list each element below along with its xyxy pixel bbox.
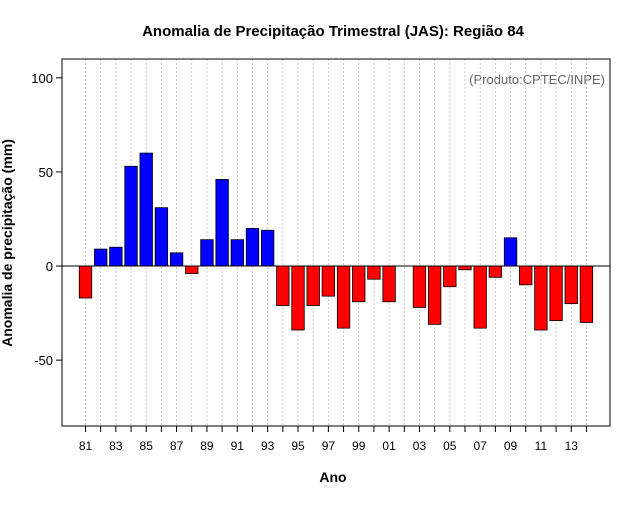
- bar-2006: [458, 265, 472, 271]
- bar-2005: [443, 265, 457, 288]
- x-tick-label: 03: [413, 439, 427, 453]
- x-tick-label: 07: [474, 439, 488, 453]
- bar-1993: [261, 229, 275, 267]
- bar-2014: [579, 265, 594, 323]
- bar-2001: [382, 265, 396, 303]
- bar-1988: [185, 265, 199, 274]
- bar-2000: [367, 265, 381, 280]
- bar-1983: [109, 246, 123, 267]
- bar-1999: [352, 265, 366, 303]
- bar-1991: [230, 239, 244, 267]
- bar-1982: [94, 248, 108, 267]
- y-tick-label: -50: [34, 353, 53, 368]
- bars: [78, 152, 594, 331]
- bar-1997: [321, 265, 336, 297]
- chart-title: Anomalia de Precipitação Trimestral (JAS…: [142, 23, 524, 40]
- bar-1992: [245, 227, 260, 267]
- bar-2010: [519, 265, 533, 286]
- x-axis-label: Ano: [319, 469, 346, 485]
- bar-2011: [534, 265, 548, 331]
- x-tick-label: 13: [565, 439, 579, 453]
- bar-1987: [169, 252, 184, 267]
- bar-1995: [291, 265, 305, 331]
- x-tick-label: 05: [443, 439, 457, 453]
- bar-2007: [473, 265, 487, 329]
- x-tick-label: 93: [261, 439, 275, 453]
- x-tick-label: 91: [231, 439, 245, 453]
- y-tick-label: 100: [31, 71, 53, 86]
- bar-1985: [139, 152, 153, 267]
- x-tick-label: 99: [352, 439, 366, 453]
- x-tick-label: 09: [504, 439, 518, 453]
- bar-2013: [564, 265, 578, 305]
- x-tick-label: 97: [322, 439, 336, 453]
- axes: -50 0 50 100 81 83 85 87 89 91 93 95 97 99 01 03 05 07 09 1…: [31, 58, 611, 453]
- bar-1989: [200, 239, 214, 267]
- bar-1996: [306, 265, 320, 306]
- x-tick-label: 01: [382, 439, 396, 453]
- x-tick-label: 89: [200, 439, 214, 453]
- bar-1990: [215, 179, 229, 267]
- x-tick-label: 81: [79, 439, 93, 453]
- bar-1984: [124, 165, 138, 267]
- bar-2004: [427, 265, 442, 325]
- bar-1981: [78, 265, 93, 299]
- bar-2012: [549, 265, 563, 322]
- chart-annotation: (Produto:CPTEC/INPE): [469, 72, 605, 87]
- x-tick-label: 95: [291, 439, 305, 453]
- bar-2009: [503, 237, 518, 267]
- x-tick-label: 87: [170, 439, 184, 453]
- grid-lines: [85, 59, 587, 426]
- x-tick-label: 83: [109, 439, 123, 453]
- bar-1998: [336, 265, 351, 329]
- bar-1994: [276, 265, 290, 306]
- y-tick-label: 50: [39, 165, 53, 180]
- plot-frame: [61, 58, 611, 427]
- y-tick-label: 0: [46, 259, 53, 274]
- bar-2003: [412, 265, 427, 308]
- bar-1986: [154, 207, 169, 267]
- y-axis-label: Anomalia de precipitação (mm): [0, 139, 15, 347]
- x-tick-label: 85: [140, 439, 154, 453]
- x-tick-label: 11: [535, 439, 548, 453]
- bar-2008: [488, 265, 503, 278]
